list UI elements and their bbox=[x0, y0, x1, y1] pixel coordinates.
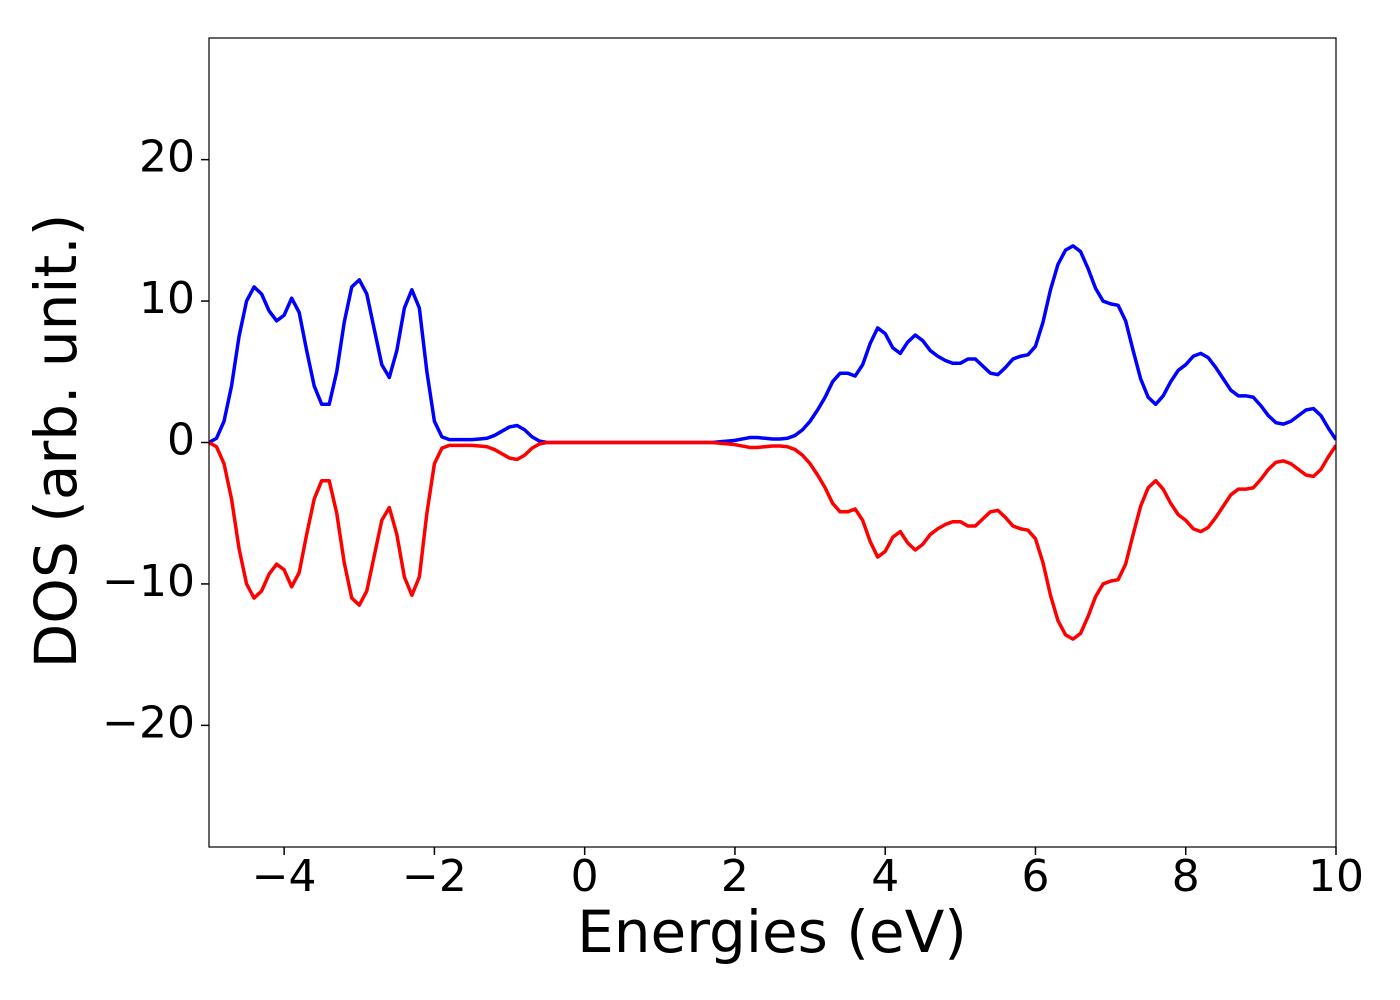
x-tick-label: 10 bbox=[1308, 851, 1364, 902]
x-tick-label: 4 bbox=[871, 851, 899, 902]
x-tick-label: 8 bbox=[1172, 851, 1200, 902]
y-tick-label: −20 bbox=[102, 697, 195, 748]
dos-line bbox=[209, 244, 1336, 445]
x-tick-label: −2 bbox=[402, 851, 467, 902]
x-tick-label: −4 bbox=[252, 851, 317, 902]
dos-line bbox=[209, 440, 1336, 641]
x-tick-label: 2 bbox=[721, 851, 749, 902]
x-axis-label: Energies (eV) bbox=[577, 898, 967, 966]
y-tick-label: 10 bbox=[139, 273, 195, 324]
y-axis-label: DOS (arb. unit.) bbox=[22, 214, 90, 669]
y-tick-label: 20 bbox=[139, 132, 195, 183]
plot-frame bbox=[208, 37, 1337, 848]
x-tick-label: 0 bbox=[571, 851, 599, 902]
x-tick-label: 6 bbox=[1021, 851, 1049, 902]
y-tick-label: −10 bbox=[102, 556, 195, 607]
y-tick-label: 0 bbox=[167, 415, 195, 466]
